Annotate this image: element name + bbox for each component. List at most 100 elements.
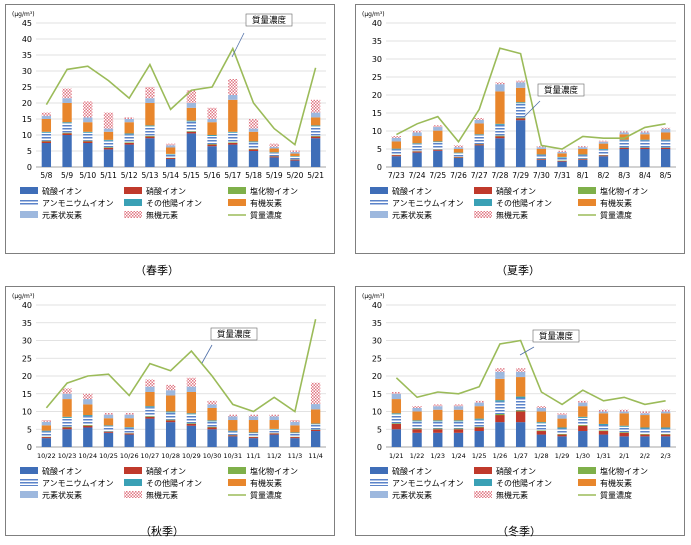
bar-segment bbox=[103, 431, 114, 433]
bar-segment bbox=[598, 409, 609, 412]
y-tick-label: 20 bbox=[22, 372, 32, 381]
bar-segment bbox=[83, 424, 93, 426]
x-tick-label: 11/3 bbox=[288, 452, 303, 460]
bar-segment bbox=[515, 411, 526, 423]
bar-segment bbox=[619, 425, 629, 427]
bar-segment bbox=[186, 121, 197, 132]
bar-segment bbox=[124, 117, 134, 119]
bar-segment bbox=[41, 140, 52, 142]
bar-segment bbox=[598, 430, 609, 432]
bar-segment bbox=[536, 430, 547, 432]
y-tick-label: 40 bbox=[372, 301, 382, 310]
bar-segment bbox=[186, 107, 197, 121]
bar-segment bbox=[248, 151, 259, 167]
bar-segment bbox=[83, 101, 93, 118]
bar-segment bbox=[412, 143, 422, 152]
bar-segment bbox=[619, 409, 629, 412]
bar-segment bbox=[186, 386, 197, 392]
bar-segment bbox=[557, 161, 567, 167]
legend-label: 元素状炭素 bbox=[42, 490, 82, 500]
x-tick-label: 5/15 bbox=[183, 171, 200, 180]
legend-swatch bbox=[474, 479, 492, 486]
bar-segment bbox=[536, 159, 547, 167]
bar-segment bbox=[433, 125, 443, 128]
bar-segment bbox=[515, 80, 526, 83]
bar-segment bbox=[640, 149, 650, 167]
x-tick-label: 8/5 bbox=[660, 171, 672, 180]
bar-segment bbox=[228, 95, 238, 100]
bar-segment bbox=[207, 107, 217, 119]
bar-segment bbox=[536, 431, 547, 435]
chart-autumn: (μg/m³) 0 5 10 15 20 25 30 35 40 10/22 10/23 10/24 10… bbox=[5, 286, 335, 536]
bar-segment bbox=[290, 153, 300, 157]
caption-summer: （夏季） bbox=[496, 264, 540, 277]
x-tick-label: 5/20 bbox=[287, 171, 304, 180]
bar-segment bbox=[41, 431, 52, 437]
x-tick-label: 1/21 bbox=[389, 452, 404, 460]
bar-segment bbox=[557, 157, 567, 161]
y-unit-label: (μg/m³) bbox=[12, 11, 35, 18]
bar-segment bbox=[103, 149, 114, 167]
x-tick-label: 5/18 bbox=[245, 171, 262, 180]
bar-segment bbox=[269, 143, 279, 147]
bar-segment bbox=[391, 149, 402, 155]
bar-segment bbox=[62, 132, 72, 134]
bar-segment bbox=[557, 418, 567, 428]
bar-segment bbox=[165, 159, 176, 167]
x-tick-label: 1/22 bbox=[410, 452, 425, 460]
legend-label: 有機炭素 bbox=[600, 198, 632, 208]
bar-segment bbox=[515, 410, 526, 412]
legend-label: 元素状炭素 bbox=[42, 210, 82, 220]
y-tick-label: 15 bbox=[372, 109, 382, 118]
legend-swatch bbox=[370, 479, 388, 486]
x-tick-label: 5/16 bbox=[204, 171, 221, 180]
y-tick-label: 15 bbox=[22, 115, 32, 124]
bar-segment bbox=[41, 115, 52, 119]
bar-segment bbox=[248, 142, 259, 149]
x-tick-label: 10/28 bbox=[161, 452, 180, 460]
bar-segment bbox=[433, 406, 443, 410]
bar-segment bbox=[310, 135, 321, 137]
bar-segment bbox=[619, 411, 629, 414]
legend-swatch bbox=[578, 199, 596, 206]
bar-segment bbox=[640, 428, 650, 434]
bar-segment bbox=[103, 140, 114, 148]
bar-segment bbox=[83, 141, 93, 143]
bar-segment bbox=[41, 131, 52, 133]
x-tick-label: 11/4 bbox=[308, 452, 323, 460]
bar-segment bbox=[124, 418, 134, 428]
bar-segment bbox=[186, 133, 197, 167]
bar-segment bbox=[207, 407, 217, 421]
bar-segment bbox=[391, 429, 402, 447]
bar-segment bbox=[83, 122, 93, 132]
bar-segment bbox=[228, 416, 238, 421]
y-tick-label: 20 bbox=[22, 99, 32, 108]
callout-pointer bbox=[523, 100, 541, 118]
bar-segment bbox=[165, 420, 176, 423]
x-tick-label: 7/26 bbox=[450, 171, 467, 180]
bar-segment bbox=[660, 147, 671, 149]
bar-segment bbox=[83, 132, 93, 141]
bar-segment bbox=[453, 404, 464, 407]
bar-segment bbox=[495, 400, 505, 402]
bar-segment bbox=[598, 413, 609, 424]
bar-segment bbox=[145, 416, 155, 417]
bar-segment bbox=[124, 133, 134, 135]
bar-segment bbox=[186, 391, 197, 414]
bar-segment bbox=[495, 84, 505, 92]
legend-swatch bbox=[228, 199, 246, 206]
bar-segment bbox=[62, 426, 72, 428]
bar-segment bbox=[474, 400, 484, 403]
bar-segment bbox=[103, 414, 114, 419]
bar-segment bbox=[578, 155, 588, 159]
bar-segment bbox=[495, 91, 505, 124]
bar-segment bbox=[62, 133, 72, 135]
y-tick-label: 10 bbox=[22, 408, 32, 417]
bar-segment bbox=[660, 428, 671, 434]
x-tick-label: 5/8 bbox=[40, 171, 52, 180]
y-tick-label: 15 bbox=[372, 390, 382, 399]
bar-segment bbox=[41, 420, 52, 422]
bar-segment bbox=[598, 431, 609, 435]
bar-segment bbox=[660, 409, 671, 412]
x-tick-label: 7/23 bbox=[388, 171, 405, 180]
